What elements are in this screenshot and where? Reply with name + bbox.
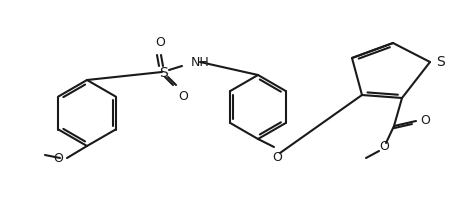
Text: S: S (436, 55, 445, 69)
Text: O: O (178, 90, 188, 103)
Text: O: O (379, 139, 389, 153)
Text: O: O (155, 36, 165, 49)
Text: O: O (53, 153, 63, 166)
Text: NH: NH (191, 56, 210, 69)
Text: S: S (159, 66, 168, 80)
Text: O: O (272, 151, 282, 164)
Text: O: O (420, 115, 430, 127)
